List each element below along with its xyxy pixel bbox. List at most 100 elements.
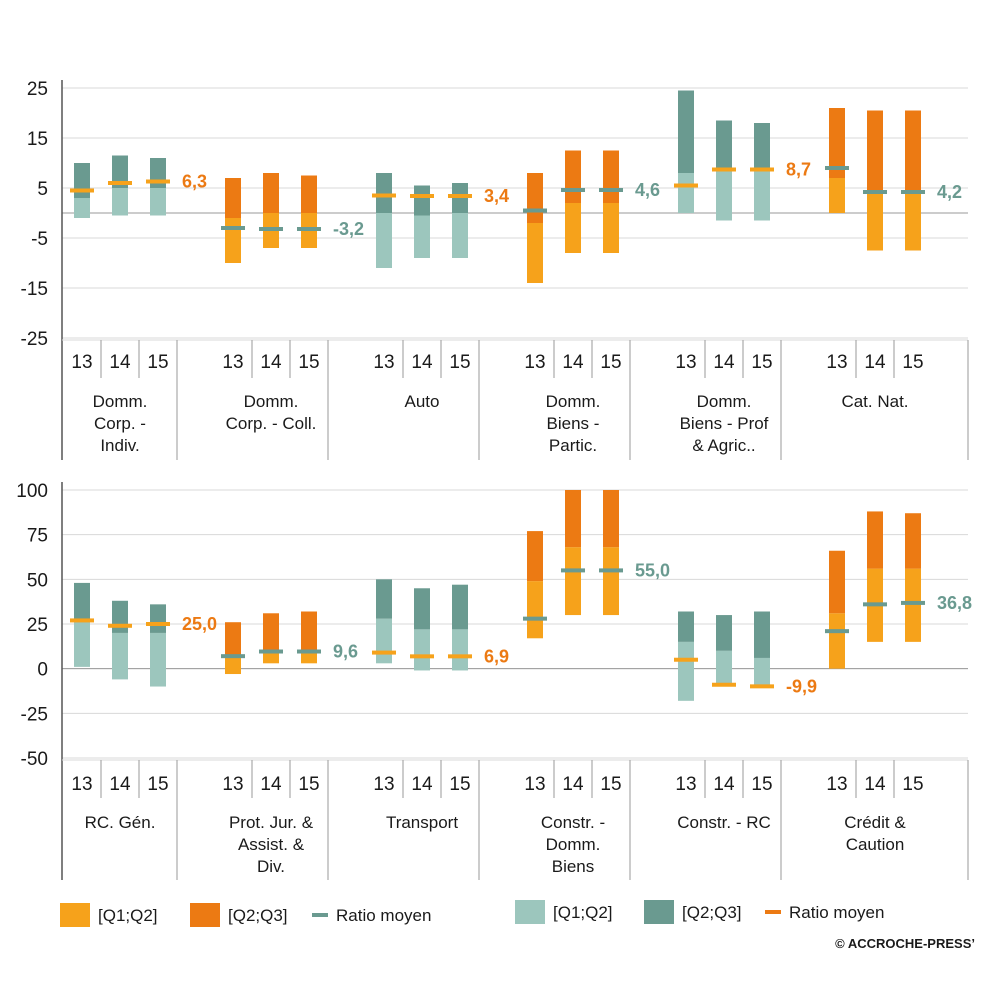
category-label: Corp. - — [94, 414, 146, 433]
bar-q2q3 — [678, 611, 694, 642]
category-label: Biens - — [547, 414, 600, 433]
value-label: 25,0 — [182, 614, 217, 634]
year-label: 14 — [411, 352, 433, 373]
mean-marker — [523, 616, 547, 621]
legend-swatch — [644, 900, 674, 924]
category-label: Partic. — [549, 436, 597, 455]
bar-q1q2 — [301, 650, 317, 664]
year-label: 14 — [864, 352, 886, 373]
value-label: 8,7 — [786, 160, 811, 180]
year-label: 14 — [411, 774, 433, 795]
legend-swatch — [515, 900, 545, 924]
mean-marker — [221, 226, 245, 230]
y-tick-label: 15 — [27, 129, 48, 150]
mean-marker — [146, 622, 170, 626]
bar-q1q2 — [603, 547, 619, 616]
bar-q2q3 — [263, 173, 279, 213]
category-label: Auto — [405, 392, 440, 411]
year-label: 15 — [600, 352, 621, 373]
mean-marker — [825, 166, 849, 170]
mean-marker — [372, 193, 396, 198]
bar-q1q2 — [452, 213, 468, 258]
year-label: 15 — [449, 352, 470, 373]
mean-marker — [448, 654, 472, 659]
bar-q2q3 — [678, 90, 694, 173]
y-tick-label: 50 — [27, 570, 48, 591]
mean-marker — [561, 188, 585, 192]
year-label: 14 — [713, 774, 735, 795]
value-label: -3,2 — [333, 219, 364, 239]
bar-q1q2 — [414, 215, 430, 258]
bar-q2q3 — [112, 155, 128, 188]
value-label: 6,9 — [484, 646, 509, 666]
bar-q1q2 — [225, 218, 241, 263]
bar-q2q3 — [527, 531, 543, 582]
bar-q2q3 — [301, 611, 317, 651]
bar-q2q3 — [376, 173, 392, 213]
category-label: Biens — [552, 857, 595, 876]
bar-q1q2 — [452, 629, 468, 671]
bar-q2q3 — [905, 513, 921, 569]
bar-q1q2 — [716, 650, 732, 685]
bar-q2q3 — [905, 110, 921, 193]
year-label: 13 — [373, 774, 394, 795]
category-label: Domm. — [697, 392, 752, 411]
category-label: Constr. - RC — [677, 813, 771, 832]
year-label: 15 — [902, 774, 923, 795]
legend-swatch — [190, 903, 220, 927]
year-label: 13 — [826, 352, 847, 373]
year-label: 15 — [751, 352, 772, 373]
value-label: 9,6 — [333, 642, 358, 662]
mean-marker — [561, 568, 585, 573]
mean-marker — [70, 188, 94, 193]
bar-q2q3 — [112, 600, 128, 633]
mean-marker — [825, 629, 849, 634]
legend-label: Ratio moyen — [336, 906, 431, 925]
year-label: 14 — [562, 774, 584, 795]
bar-q1q2 — [150, 632, 166, 687]
mean-marker — [448, 194, 472, 198]
bar-q1q2 — [603, 203, 619, 253]
bar-q2q3 — [867, 511, 883, 569]
bar-q1q2 — [867, 193, 883, 251]
bar-q2q3 — [225, 178, 241, 218]
bar-q1q2 — [150, 188, 166, 216]
year-label: 13 — [675, 774, 696, 795]
category-label: RC. Gén. — [85, 813, 156, 832]
mean-marker — [863, 190, 887, 194]
value-label: 6,3 — [182, 172, 207, 192]
mean-marker — [108, 181, 132, 185]
mean-marker — [259, 227, 283, 231]
year-label: 15 — [298, 774, 319, 795]
bar-q1q2 — [678, 641, 694, 701]
bar-q2q3 — [225, 622, 241, 657]
year-label: 15 — [600, 774, 621, 795]
bar-q1q2 — [376, 618, 392, 664]
year-label: 13 — [675, 352, 696, 373]
mean-marker — [863, 602, 887, 607]
category-label: Domm. — [244, 392, 299, 411]
year-label: 14 — [260, 774, 282, 795]
mean-marker — [599, 188, 623, 192]
bar-q1q2 — [263, 652, 279, 664]
bar-q2q3 — [716, 615, 732, 651]
bar-q2q3 — [301, 175, 317, 213]
y-tick-label: 0 — [37, 660, 48, 681]
bar-q1q2 — [754, 657, 770, 687]
value-label: 3,4 — [484, 186, 509, 206]
bar-q1q2 — [829, 613, 845, 669]
bar-q1q2 — [112, 632, 128, 680]
year-label: 14 — [109, 774, 131, 795]
legend-label: [Q1;Q2] — [98, 906, 158, 925]
bar-q1q2 — [74, 620, 90, 667]
bar-q2q3 — [716, 120, 732, 168]
mean-marker — [523, 208, 547, 213]
bar-q2q3 — [527, 173, 543, 223]
value-label: -9,9 — [786, 676, 817, 696]
mean-marker — [674, 657, 698, 662]
category-label: Indiv. — [100, 436, 139, 455]
y-tick-label: 100 — [16, 481, 48, 502]
legend-line — [765, 910, 781, 914]
mean-marker — [297, 227, 321, 231]
year-label: 15 — [902, 352, 923, 373]
